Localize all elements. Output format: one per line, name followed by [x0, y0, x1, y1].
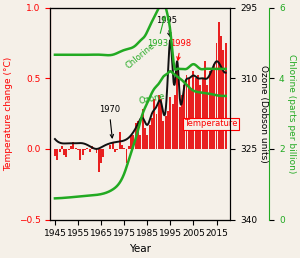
Text: 1998: 1998 [170, 39, 191, 60]
Bar [121, 145, 123, 149]
Bar [75, 148, 77, 149]
Bar [181, 95, 183, 149]
Bar [123, 148, 125, 149]
Bar [100, 149, 102, 163]
Text: Ozone: Ozone [138, 91, 166, 106]
Bar [79, 149, 81, 160]
Bar [176, 64, 178, 149]
Bar [167, 111, 169, 149]
Bar [220, 36, 222, 149]
Bar [140, 135, 141, 149]
Bar [225, 43, 227, 149]
Bar [118, 132, 121, 149]
Bar [112, 142, 114, 149]
Bar [174, 95, 176, 149]
Bar [206, 85, 208, 149]
Bar [77, 149, 79, 150]
Bar [88, 149, 91, 152]
Bar [91, 146, 93, 149]
Bar [200, 85, 201, 149]
Bar [155, 114, 158, 149]
Bar [98, 149, 100, 172]
Bar [148, 125, 151, 149]
Text: 1970: 1970 [99, 105, 120, 138]
Bar [82, 149, 84, 155]
Bar [116, 149, 118, 150]
Bar [188, 78, 190, 149]
Bar [84, 149, 86, 150]
Bar [192, 71, 194, 149]
Bar [54, 149, 56, 156]
Y-axis label: Ozone (Dobson units): Ozone (Dobson units) [260, 65, 268, 163]
Bar [70, 146, 72, 149]
Bar [130, 135, 132, 149]
Bar [153, 100, 155, 149]
Bar [132, 135, 134, 149]
Bar [162, 121, 164, 149]
Bar [197, 76, 199, 149]
Text: Temperature: Temperature [184, 119, 238, 128]
Bar [56, 149, 58, 160]
Bar [65, 149, 68, 157]
Bar [195, 78, 197, 149]
Bar [146, 135, 148, 149]
X-axis label: Year: Year [129, 244, 151, 254]
Bar [190, 90, 192, 149]
Bar [169, 97, 171, 149]
Bar [135, 124, 137, 149]
Text: 1995: 1995 [156, 16, 177, 36]
Y-axis label: Chlorine (parts per billion): Chlorine (parts per billion) [287, 54, 296, 173]
Bar [114, 149, 116, 152]
Bar [72, 142, 74, 149]
Bar [61, 146, 63, 149]
Bar [202, 78, 204, 149]
Bar [95, 149, 98, 153]
Bar [165, 116, 167, 149]
Bar [151, 118, 153, 149]
Bar [183, 85, 185, 149]
Bar [211, 68, 213, 149]
Bar [58, 149, 61, 152]
Bar [218, 22, 220, 149]
Bar [137, 121, 139, 149]
Bar [63, 149, 65, 155]
Bar [93, 148, 95, 149]
Text: 1993: 1993 [147, 16, 168, 48]
Bar [208, 71, 211, 149]
Bar [185, 76, 188, 149]
Bar [86, 148, 88, 149]
Text: Chlorine: Chlorine [124, 41, 157, 70]
Bar [204, 61, 206, 149]
Bar [172, 104, 174, 149]
Y-axis label: Temperature change (°C): Temperature change (°C) [4, 57, 13, 171]
Bar [160, 100, 162, 149]
Bar [223, 50, 224, 149]
Bar [110, 145, 111, 149]
Bar [144, 128, 146, 149]
Bar [178, 107, 181, 149]
Bar [128, 146, 130, 149]
Bar [215, 43, 217, 149]
Bar [125, 149, 128, 163]
Bar [142, 109, 144, 149]
Bar [213, 64, 215, 149]
Bar [102, 149, 104, 157]
Bar [158, 95, 160, 149]
Bar [68, 149, 70, 150]
